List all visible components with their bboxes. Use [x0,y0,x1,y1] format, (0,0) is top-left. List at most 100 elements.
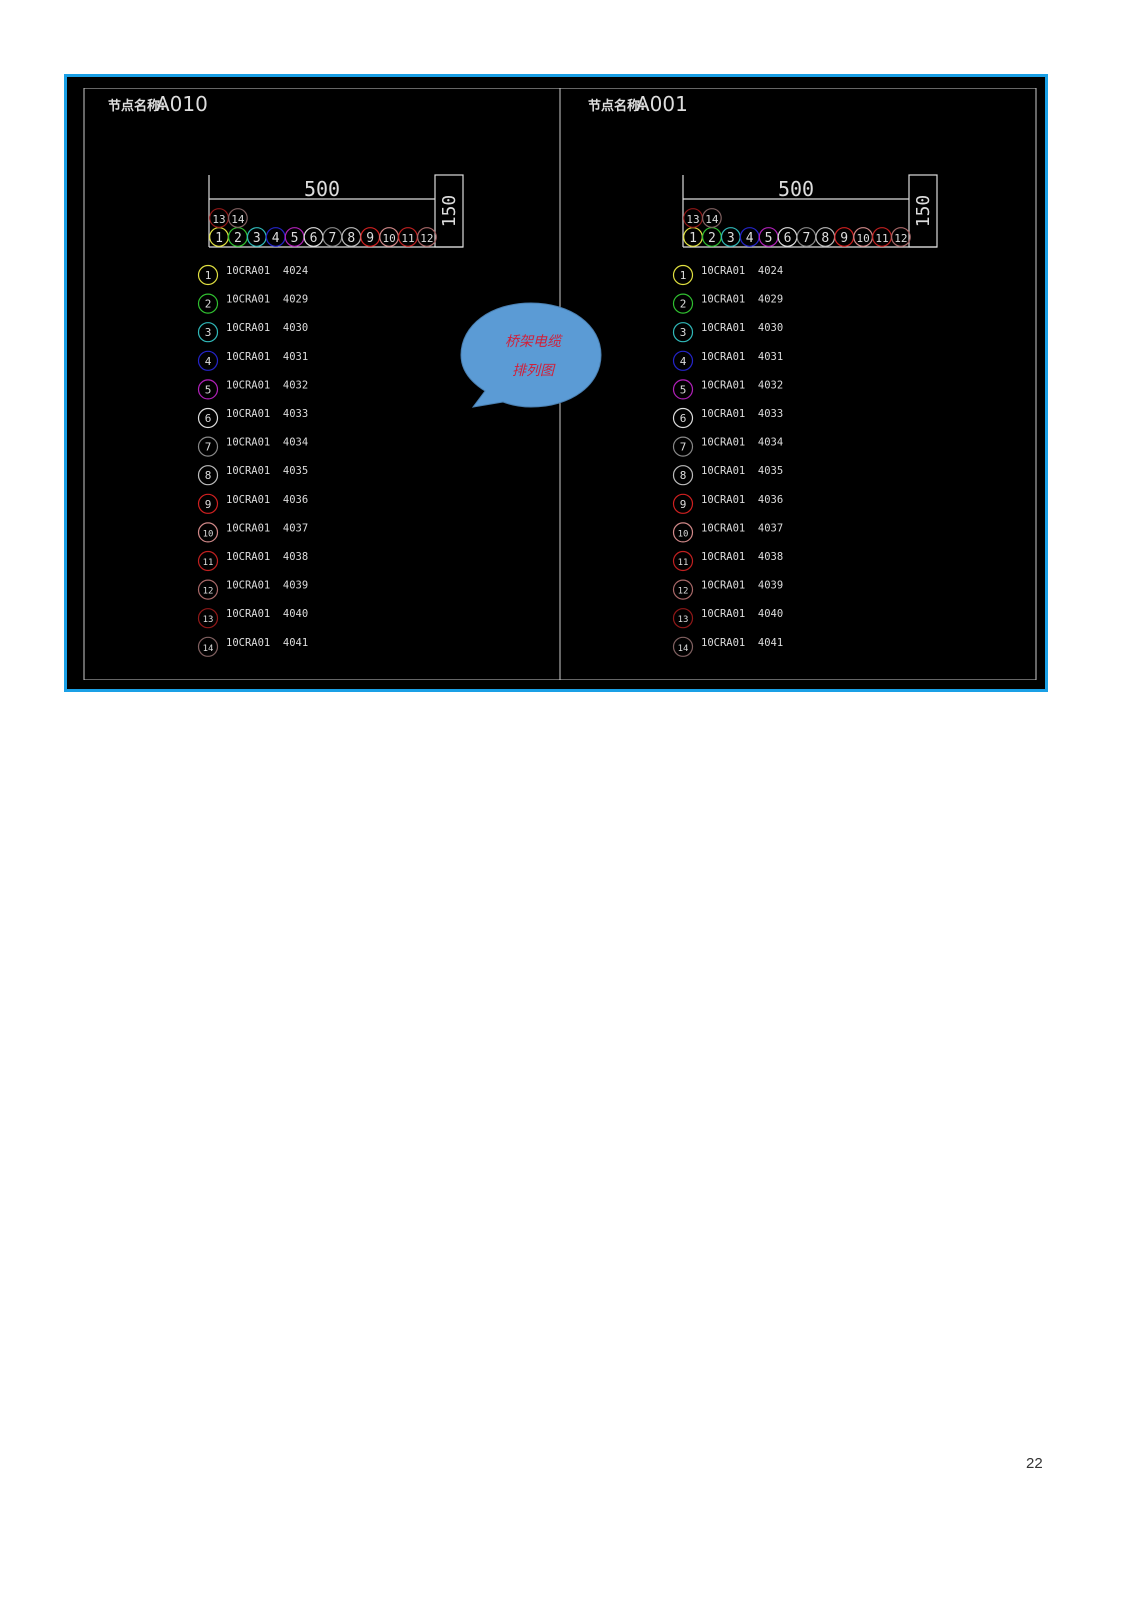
svg-text:9: 9 [840,231,848,246]
svg-text:1: 1 [680,269,687,282]
svg-text:11: 11 [401,232,414,245]
tray-cable-11: 11 [398,227,418,247]
legend-item: 9 10CRA01 4036 [197,493,308,514]
cable-tray-drawing [208,174,464,248]
tray-cable-7: 7 [322,227,343,247]
tray-cable-7: 7 [796,227,817,247]
tray-cable-2: 2 [227,227,248,247]
svg-text:4: 4 [205,355,212,368]
legend-item: 7 10CRA01 4034 [672,436,783,457]
svg-text:12: 12 [203,587,214,597]
cable-id: 10CRA01 4029 [226,294,308,306]
legend-item: 10 10CRA01 4037 [197,522,308,543]
legend-item: 4 10CRA01 4031 [672,350,783,371]
legend-item: 1 10CRA01 4024 [197,264,308,286]
legend-item: 12 10CRA01 4039 [672,579,783,600]
legend-item: 2 10CRA01 4029 [672,293,783,314]
svg-text:10: 10 [678,529,689,539]
callout-bubble: 桥架电缆 排列图 [460,302,602,408]
svg-text:11: 11 [203,558,214,568]
tray-cable-13: 13 [683,208,703,228]
callout-line2: 排列图 [512,363,556,379]
cable-id: 10CRA01 4034 [701,437,783,449]
node-name: A001 [636,92,688,116]
drawing-panel-left: 节点名称: A010 500 150 1 1 10CRA01 4024 2 2 10CRA01 4… [80,87,561,681]
svg-text:8: 8 [347,231,355,246]
legend-item: 6 10CRA01 4033 [197,407,308,429]
tray-cable-5: 5 [758,227,779,247]
cable-id: 10CRA01 4032 [701,379,783,391]
legend-item: 13 10CRA01 4040 [672,608,783,629]
height-dimension-box [908,174,938,248]
svg-text:9: 9 [205,498,212,511]
tray-cable-1: 1 [683,227,703,247]
legend-item: 13 10CRA01 4040 [197,608,308,629]
cable-id: 10CRA01 4038 [701,551,783,563]
legend-item: 11 10CRA01 4038 [672,550,783,572]
cable-id: 10CRA01 4036 [701,494,783,506]
svg-text:5: 5 [291,231,299,246]
svg-text:13: 13 [203,615,214,625]
legend-item: 10 10CRA01 4037 [672,522,783,543]
tray-cable-1: 1 [209,227,229,247]
svg-text:3: 3 [727,231,735,246]
cable-id: 10CRA01 4036 [226,494,308,506]
svg-text:11: 11 [875,232,888,245]
svg-text:12: 12 [678,587,689,597]
cable-id: 10CRA01 4040 [701,608,783,620]
svg-text:2: 2 [708,231,716,246]
svg-text:9: 9 [680,498,687,511]
cable-id: 10CRA01 4035 [226,465,308,477]
cable-id: 10CRA01 4033 [226,408,308,420]
cable-id: 10CRA01 4039 [226,580,308,592]
legend-item: 6 10CRA01 4033 [672,407,783,429]
svg-text:7: 7 [802,231,810,246]
svg-text:1: 1 [205,269,212,282]
tray-width-label: 500 [778,177,814,201]
height-dimension-box [434,174,464,248]
svg-text:8: 8 [205,469,212,482]
tray-cable-5: 5 [284,227,305,247]
svg-text:8: 8 [680,469,687,482]
tray-cable-12: 12 [891,227,911,247]
tray-cable-14: 14 [227,208,248,228]
tray-cable-12: 12 [417,227,437,247]
tray-cable-13: 13 [209,208,229,228]
legend-item: 3 10CRA01 4030 [672,322,783,343]
tray-cable-4: 4 [739,227,760,247]
svg-text:9: 9 [366,231,374,246]
tray-cable-6: 6 [777,227,798,247]
cable-id: 10CRA01 4030 [226,322,308,334]
svg-text:12: 12 [420,232,433,245]
cable-id: 10CRA01 4038 [226,551,308,563]
svg-text:7: 7 [328,231,336,246]
svg-text:14: 14 [705,213,719,226]
callout-line1: 桥架电缆 [505,334,563,350]
callout-shape [460,302,602,408]
svg-text:11: 11 [678,558,689,568]
svg-text:14: 14 [678,644,689,654]
cable-id: 10CRA01 4040 [226,608,308,620]
legend-item: 4 10CRA01 4031 [197,350,308,371]
cable-tray-drawing [682,174,938,248]
tray-cable-3: 3 [246,227,267,247]
tray-cable-6: 6 [303,227,324,247]
legend-item: 8 10CRA01 4035 [197,465,308,486]
legend-item: 5 10CRA01 4032 [197,379,308,400]
tray-height-label: 150 [439,195,460,228]
cable-id: 10CRA01 4024 [701,265,783,277]
tray-cable-8: 8 [815,227,836,247]
tray-cable-11: 11 [872,227,892,247]
cable-id: 10CRA01 4033 [701,408,783,420]
tray-cable-9: 9 [834,227,855,247]
svg-text:7: 7 [205,441,212,454]
cable-id: 10CRA01 4037 [226,522,308,534]
legend-item: 1 10CRA01 4024 [672,264,783,286]
node-label: 节点名称: [588,98,645,114]
cable-id: 10CRA01 4029 [701,294,783,306]
svg-text:5: 5 [765,231,773,246]
svg-text:5: 5 [205,383,212,396]
tray-cable-10: 10 [853,227,874,247]
svg-text:13: 13 [678,615,689,625]
legend-item: 8 10CRA01 4035 [672,465,783,486]
